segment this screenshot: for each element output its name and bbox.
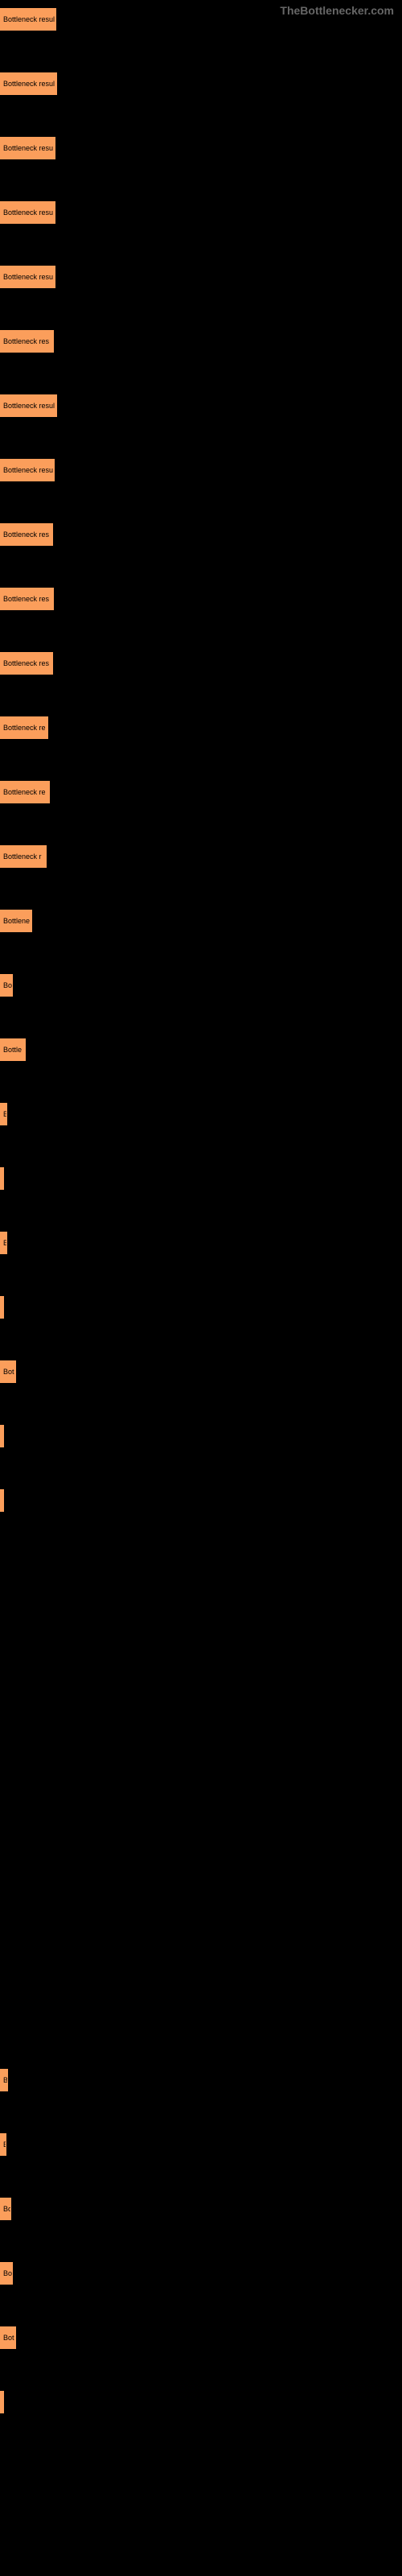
- bar: B: [0, 1103, 7, 1125]
- bar-row: B: [0, 2133, 402, 2156]
- bar-label: B: [3, 1110, 7, 1118]
- bar-label: Bottleneck r: [3, 852, 42, 861]
- bar-row: [0, 2391, 402, 2413]
- bar-row: Bottle: [0, 1038, 402, 1061]
- bar-label: Bottleneck resul: [3, 80, 55, 88]
- bar: Bot: [0, 2326, 16, 2349]
- bar-row: B: [0, 2069, 402, 2091]
- bar: [0, 1425, 4, 1447]
- bar-row: Bottleneck res: [0, 588, 402, 610]
- bar-label: B: [3, 2140, 6, 2149]
- bar-row: [0, 1554, 402, 1576]
- bar-label: B: [3, 2076, 8, 2084]
- bar-row: Bottlene: [0, 910, 402, 932]
- bar-row: Bottleneck res: [0, 523, 402, 546]
- bar: Bottleneck resu: [0, 459, 55, 481]
- bar-row: Bottleneck resul: [0, 8, 402, 31]
- bar-label: Bottleneck re: [3, 788, 46, 796]
- bar-row: Bottleneck resul: [0, 72, 402, 95]
- bar-label: B: [3, 1239, 7, 1247]
- bar-label: Bottleneck res: [3, 659, 49, 667]
- bar: [0, 1489, 4, 1512]
- bar-row: Bo: [0, 974, 402, 997]
- bar: Bottleneck resul: [0, 72, 57, 95]
- bar-row: [0, 1682, 402, 1705]
- bar-row: [0, 1811, 402, 1834]
- bar: [0, 1296, 4, 1319]
- bar-row: B: [0, 1232, 402, 1254]
- bar: Bo: [0, 2198, 11, 2220]
- bar-row: Bo: [0, 2262, 402, 2285]
- bar: B: [0, 1232, 7, 1254]
- bar-row: [0, 1747, 402, 1769]
- bar-label: Bottleneck res: [3, 530, 49, 539]
- bar-row: [0, 1940, 402, 1963]
- bar-row: B: [0, 1103, 402, 1125]
- bar: Bottleneck resu: [0, 266, 55, 288]
- bar-label: Bo: [3, 2205, 11, 2213]
- bar: [0, 2391, 4, 2413]
- bar: Bottlene: [0, 910, 32, 932]
- bar-row: Bottleneck re: [0, 781, 402, 803]
- bar-label: Bottleneck res: [3, 595, 49, 603]
- bar: Bot: [0, 1360, 16, 1383]
- bar-row: Bottleneck resu: [0, 201, 402, 224]
- bar-row: Bottleneck res: [0, 330, 402, 353]
- bar: Bo: [0, 974, 13, 997]
- bar-row: Bottleneck resu: [0, 266, 402, 288]
- bar-row: Bottleneck resul: [0, 394, 402, 417]
- bar-row: Bo: [0, 2198, 402, 2220]
- bar-label: Bo: [3, 981, 12, 989]
- bar-label: Bottleneck re: [3, 724, 46, 732]
- bar: Bottleneck resu: [0, 201, 55, 224]
- bar: Bottleneck resu: [0, 137, 55, 159]
- bar-row: [0, 1167, 402, 1190]
- bar: Bottleneck res: [0, 652, 53, 675]
- bar-row: Bottleneck res: [0, 652, 402, 675]
- bar-label: Bottleneck resul: [3, 15, 55, 23]
- bar-row: Bot: [0, 1360, 402, 1383]
- bar-label: Bo: [3, 2269, 12, 2277]
- bar: Bo: [0, 2262, 13, 2285]
- bar-label: Bottle: [3, 1046, 22, 1054]
- bar-label: Bot: [3, 2334, 14, 2342]
- bar: Bottleneck res: [0, 588, 54, 610]
- bar-label: Bot: [3, 1368, 14, 1376]
- bar: Bottleneck re: [0, 716, 48, 739]
- bar-label: Bottleneck resu: [3, 273, 53, 281]
- bar: Bottleneck re: [0, 781, 50, 803]
- bar-row: Bottleneck re: [0, 716, 402, 739]
- bar: B: [0, 2069, 8, 2091]
- bar-row: [0, 1618, 402, 1641]
- bar: Bottleneck r: [0, 845, 47, 868]
- bar-label: Bottleneck resu: [3, 466, 53, 474]
- bar-row: [0, 2004, 402, 2027]
- bar-label: Bottlene: [3, 917, 30, 925]
- bar: Bottleneck res: [0, 330, 54, 353]
- bar-row: [0, 1425, 402, 1447]
- bar-row: [0, 1876, 402, 1898]
- bar: Bottleneck res: [0, 523, 53, 546]
- bar-label: Bottleneck resul: [3, 402, 55, 410]
- bar: Bottle: [0, 1038, 26, 1061]
- bar-row: Bottleneck r: [0, 845, 402, 868]
- bar: B: [0, 2133, 6, 2156]
- bar-label: Bottleneck res: [3, 337, 49, 345]
- bar-row: Bot: [0, 2326, 402, 2349]
- bar-label: Bottleneck resu: [3, 144, 53, 152]
- bar-row: [0, 1296, 402, 1319]
- bar: [0, 1167, 4, 1190]
- bar-row: Bottleneck resu: [0, 459, 402, 481]
- bar-chart: Bottleneck resul Bottleneck resul Bottlene…: [0, 0, 402, 2463]
- bar-label: Bottleneck resu: [3, 208, 53, 217]
- bar: Bottleneck resul: [0, 8, 56, 31]
- bar-row: Bottleneck resu: [0, 137, 402, 159]
- bar: Bottleneck resul: [0, 394, 57, 417]
- bar-row: [0, 1489, 402, 1512]
